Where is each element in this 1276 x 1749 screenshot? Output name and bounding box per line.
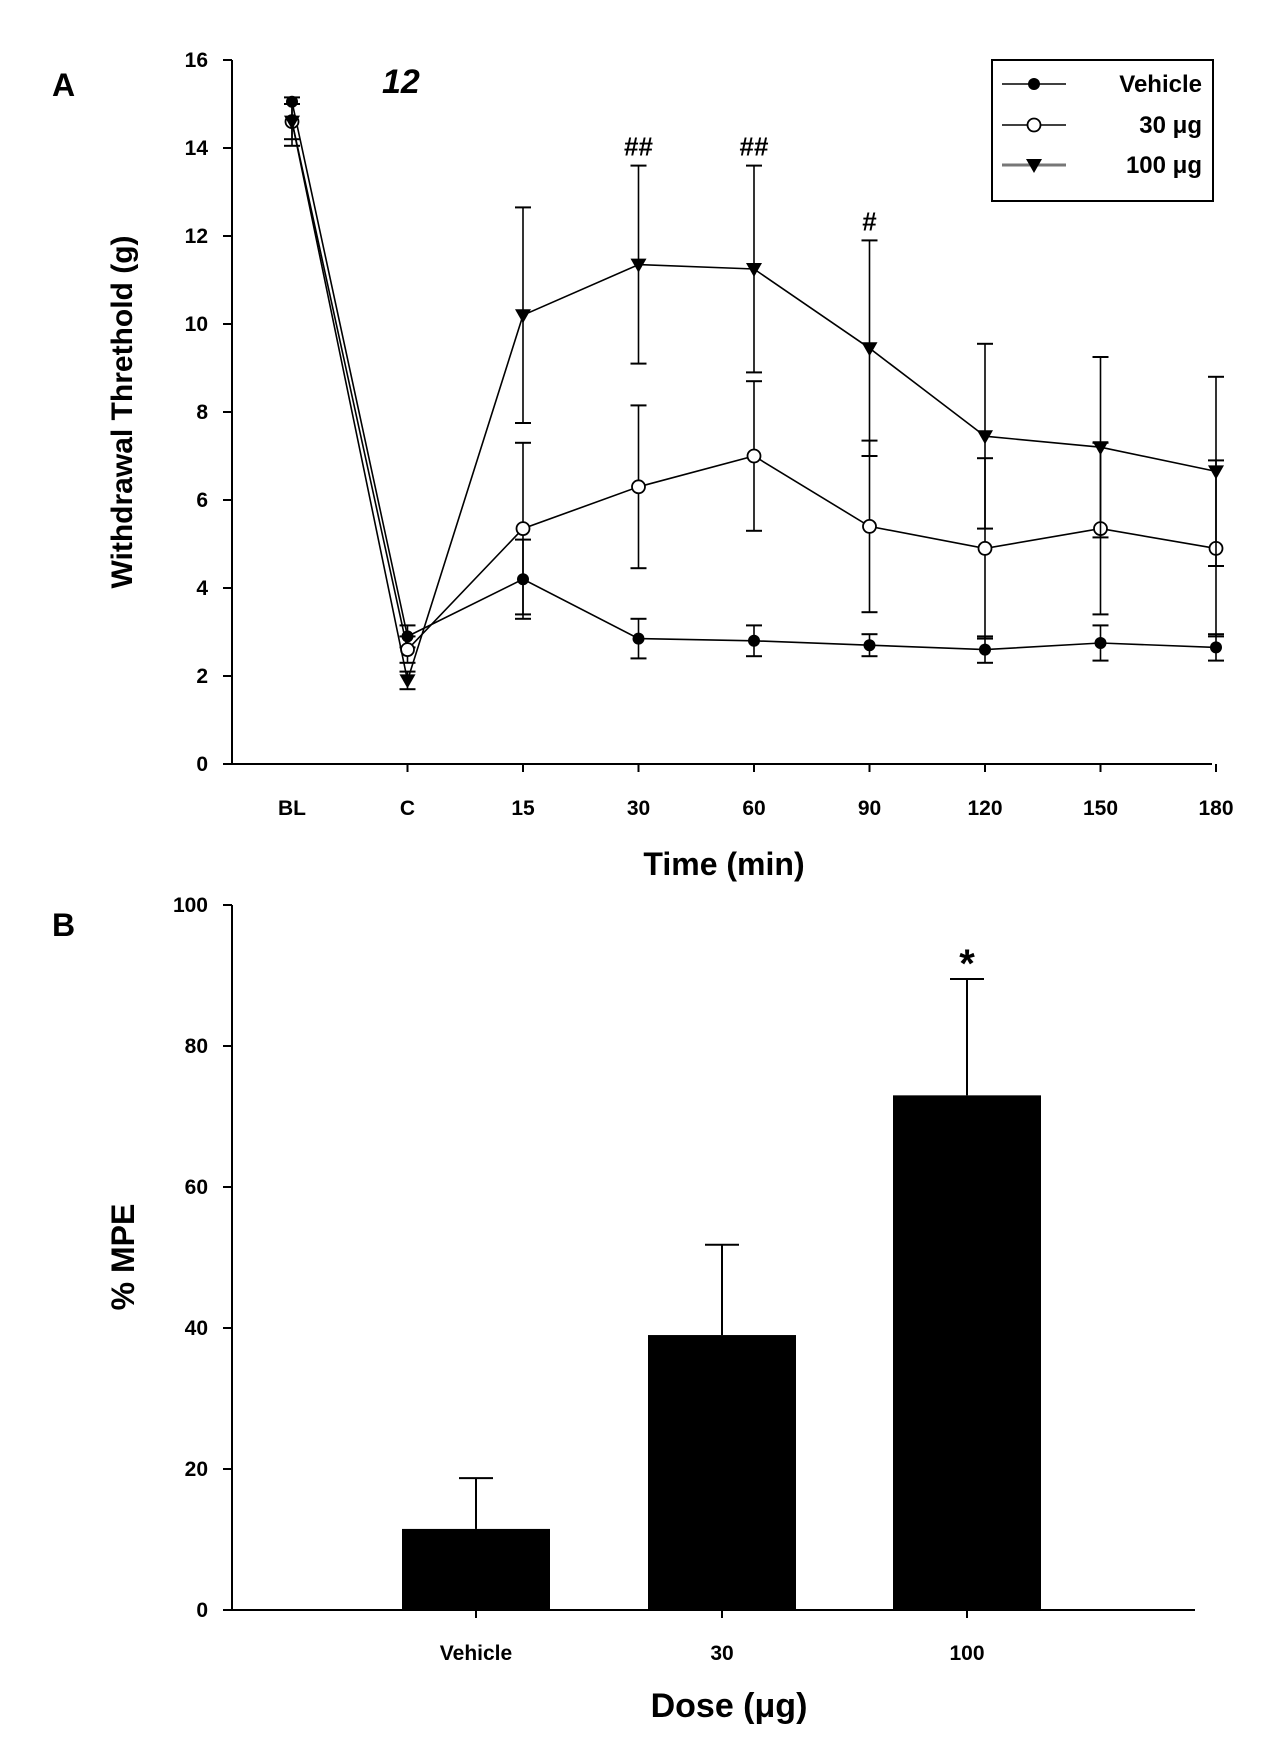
y-tick-label: 20 — [185, 1458, 208, 1481]
significance-marker: ## — [624, 132, 653, 162]
significance-marker: * — [959, 942, 975, 986]
data-point — [1092, 441, 1109, 456]
panel-a-x-axis-title: Time (min) — [643, 846, 804, 882]
y-tick-label: 0 — [196, 753, 208, 776]
panel-a-label: A — [52, 67, 75, 103]
x-tick-label: 180 — [1198, 797, 1233, 820]
x-tick-label: 15 — [511, 797, 535, 820]
y-tick-label: 0 — [196, 1599, 208, 1622]
data-point — [399, 674, 416, 689]
y-tick-label: 16 — [185, 49, 208, 72]
panel-b-x-ticks: Vehicle 30 100 — [440, 1610, 985, 1665]
data-point — [400, 642, 415, 657]
x-tick-label: BL — [278, 797, 306, 820]
data-point — [748, 634, 760, 647]
y-tick-label: 60 — [185, 1176, 208, 1199]
y-tick-label: 2 — [196, 665, 208, 688]
data-point — [977, 430, 993, 445]
legend-marker — [1026, 117, 1042, 133]
bar — [402, 1528, 550, 1610]
data-point — [1094, 637, 1107, 649]
y-tick-label: 4 — [196, 577, 208, 600]
data-point — [515, 521, 531, 536]
panel-b-bars — [402, 978, 1041, 1610]
y-tick-label: 100 — [173, 894, 208, 917]
data-point — [863, 639, 876, 652]
y-tick-label: 8 — [196, 401, 208, 424]
data-point — [515, 309, 531, 324]
x-tick-label: 60 — [742, 797, 765, 820]
y-tick-label: 80 — [185, 1035, 208, 1058]
x-tick-label: 120 — [967, 797, 1002, 820]
significance-marker: # — [862, 206, 877, 236]
significance-marker: ## — [740, 132, 769, 162]
data-point — [630, 258, 647, 273]
legend: Vehicle 30 μg 100 μg — [991, 59, 1214, 202]
x-tick-label: 30 — [710, 1642, 733, 1665]
x-tick-label: 30 — [627, 797, 650, 820]
data-point — [284, 115, 300, 130]
data-point — [862, 519, 877, 534]
x-tick-label: 100 — [949, 1642, 984, 1665]
y-tick-label: 6 — [196, 489, 208, 512]
panel-b-label: B — [52, 907, 75, 943]
data-point — [631, 479, 646, 495]
x-tick-label: C — [400, 797, 415, 820]
y-tick-label: 10 — [185, 313, 208, 336]
panel-a-series — [284, 95, 1224, 691]
data-point — [977, 541, 993, 556]
y-tick-label: 12 — [185, 225, 208, 248]
bar — [648, 1335, 796, 1610]
panel-b-x-axis-title: Dose (μg) — [651, 1687, 808, 1725]
panel-b-y-axis-title: % MPE — [105, 1204, 141, 1311]
panel-a-y-ticks: 0 2 4 6 8 10 12 14 16 — [185, 49, 232, 776]
bar — [893, 1095, 1041, 1610]
x-tick-label: 90 — [858, 797, 881, 820]
y-tick-label: 40 — [185, 1317, 208, 1340]
x-tick-label: 150 — [1083, 797, 1118, 820]
y-tick-label: 14 — [185, 137, 209, 160]
series-filled-triangle-down — [284, 96, 1224, 691]
panel-b-annotations: * — [959, 942, 975, 986]
data-point — [1208, 465, 1224, 480]
legend-label: 100 μg — [1126, 152, 1202, 179]
data-point — [746, 448, 762, 464]
compound-label: 12 — [382, 63, 420, 101]
legend-label: 30 μg — [1139, 112, 1202, 139]
legend-label: Vehicle — [1119, 71, 1202, 98]
panel-a-y-axis-title: Withdrawal Threthold (g) — [106, 235, 139, 588]
data-point — [632, 632, 645, 645]
panel-a-annotations: ## ### — [624, 132, 877, 237]
panel-b-y-ticks: 0 20 40 60 80 100 — [173, 894, 232, 1622]
panel-a-x-ticks: BL C 15 30 60 90 120 150 180 — [278, 764, 1234, 820]
data-point — [861, 342, 878, 357]
x-tick-label: Vehicle — [440, 1642, 512, 1665]
data-point — [979, 643, 991, 656]
data-point — [746, 263, 762, 277]
data-point — [1210, 641, 1222, 654]
legend-marker — [1026, 159, 1042, 173]
legend-marker — [1028, 78, 1040, 90]
